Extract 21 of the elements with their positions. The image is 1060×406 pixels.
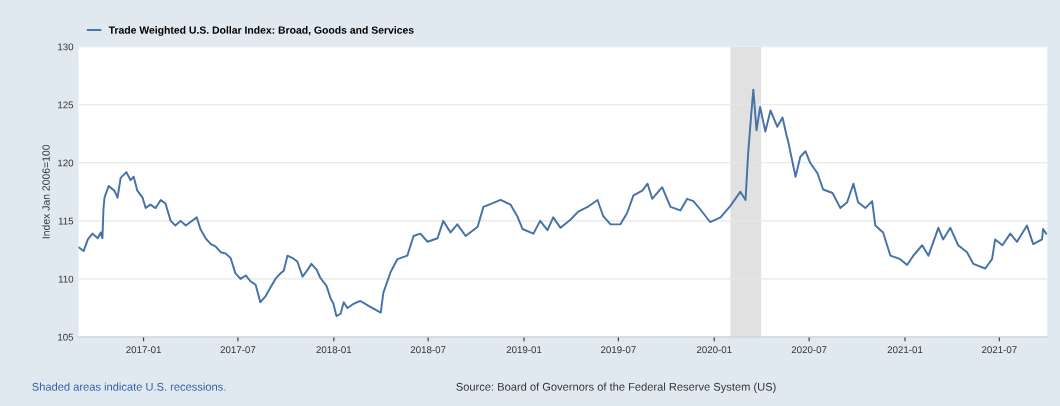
- legend-label: Trade Weighted U.S. Dollar Index: Broad, Goods and Services: [108, 26, 414, 36]
- x-tick-label: 2018-01: [316, 346, 352, 354]
- x-tick-label: 2021-07: [981, 346, 1017, 354]
- x-tick-label: 2020-01: [696, 346, 732, 354]
- x-tick-label: 2019-01: [506, 346, 542, 354]
- y-tick-label: 120: [58, 159, 74, 167]
- text: Shaded areas indicate U.S. recessions.: [32, 382, 226, 391]
- y-tick-label: 115: [58, 217, 74, 225]
- source-note: Source: Board of Governors of the Federal Reserve System (US): [456, 382, 776, 393]
- x-tick-label: 2019-07: [601, 346, 636, 354]
- y-tick-label: 105: [58, 333, 74, 341]
- x-tick-label: 2017-07: [220, 346, 256, 354]
- x-tick-label: 2020-07: [791, 346, 827, 354]
- y-tick-label: 110: [58, 275, 74, 283]
- x-tick-label: 2021-01: [887, 346, 923, 354]
- y-axis-title: Index Jan 2006=100: [42, 144, 50, 239]
- line-series: [78, 88, 1048, 318]
- x-tick-label: 2017-01: [126, 346, 161, 354]
- y-tick-label: 130: [58, 43, 74, 51]
- x-tick-label: 2018-07: [410, 346, 446, 354]
- y-tick-label: 125: [58, 101, 74, 109]
